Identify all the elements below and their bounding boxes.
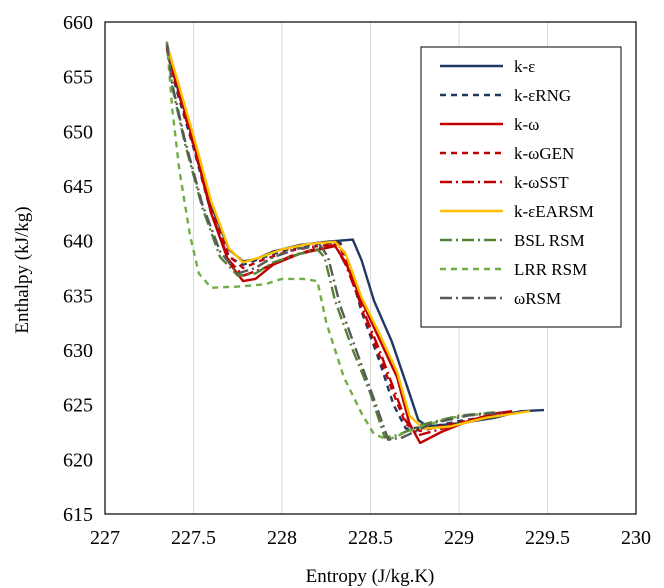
legend-label: k-εEARSM [514, 202, 594, 221]
y-tick-label: 650 [63, 121, 93, 143]
legend-label: k-ωSST [514, 173, 569, 192]
plot-frame [104, 21, 637, 515]
legend-label: ωRSM [514, 289, 561, 308]
y-tick-label: 630 [63, 340, 93, 362]
x-tick-label: 230 [621, 527, 651, 549]
x-tick-label: 227.5 [171, 527, 216, 549]
series-lines [165, 41, 545, 445]
legend-box [420, 46, 622, 328]
x-tick-label: 228 [267, 527, 297, 549]
series-line-5 [165, 46, 513, 437]
y-tick-label: 640 [63, 231, 93, 253]
legend-label: k-ε [514, 57, 535, 76]
series-line-8 [165, 42, 486, 441]
x-tick-label: 227 [90, 527, 120, 549]
legend-items: k-ε k-εRNG k-ω k-ωGEN k-ωSST k-εEARSM BSL RSM L… [440, 57, 594, 308]
x-tick-label: 228.5 [348, 527, 393, 549]
legend-label: LRR RSM [514, 260, 587, 279]
series-line-9 [165, 43, 504, 441]
y-tick-label: 655 [63, 67, 93, 89]
legend-label: k-εRNG [514, 86, 571, 105]
x-tick-label: 229.5 [525, 527, 570, 549]
y-tick-label: 645 [63, 176, 93, 198]
y-tick-label: 660 [63, 12, 93, 34]
legend-label: k-ω [514, 115, 539, 134]
legend: k-ε k-εRNG k-ω k-ωGEN k-ωSST k-εEARSM BSL RSM L… [420, 46, 622, 328]
series-line-4 [165, 47, 513, 433]
legend-label: BSL RSM [514, 231, 585, 250]
y-tick-label: 625 [63, 395, 93, 417]
y-axis-title: Enthalpy (kJ/kg) [12, 206, 33, 333]
legend-label: k-ωGEN [514, 144, 574, 163]
x-axis-ticks: 227 227.5 228 228.5 229 229.5 230 [90, 527, 651, 549]
y-axis-ticks: 615 620 625 630 635 640 645 650 655 660 [63, 12, 93, 526]
y-tick-label: 620 [63, 449, 93, 471]
x-tick-label: 229 [444, 527, 474, 549]
y-tick-label: 615 [63, 504, 93, 526]
series-line-7 [165, 41, 495, 439]
x-axis-title: Entropy (J/kg.K) [306, 566, 435, 587]
y-tick-label: 635 [63, 285, 93, 307]
